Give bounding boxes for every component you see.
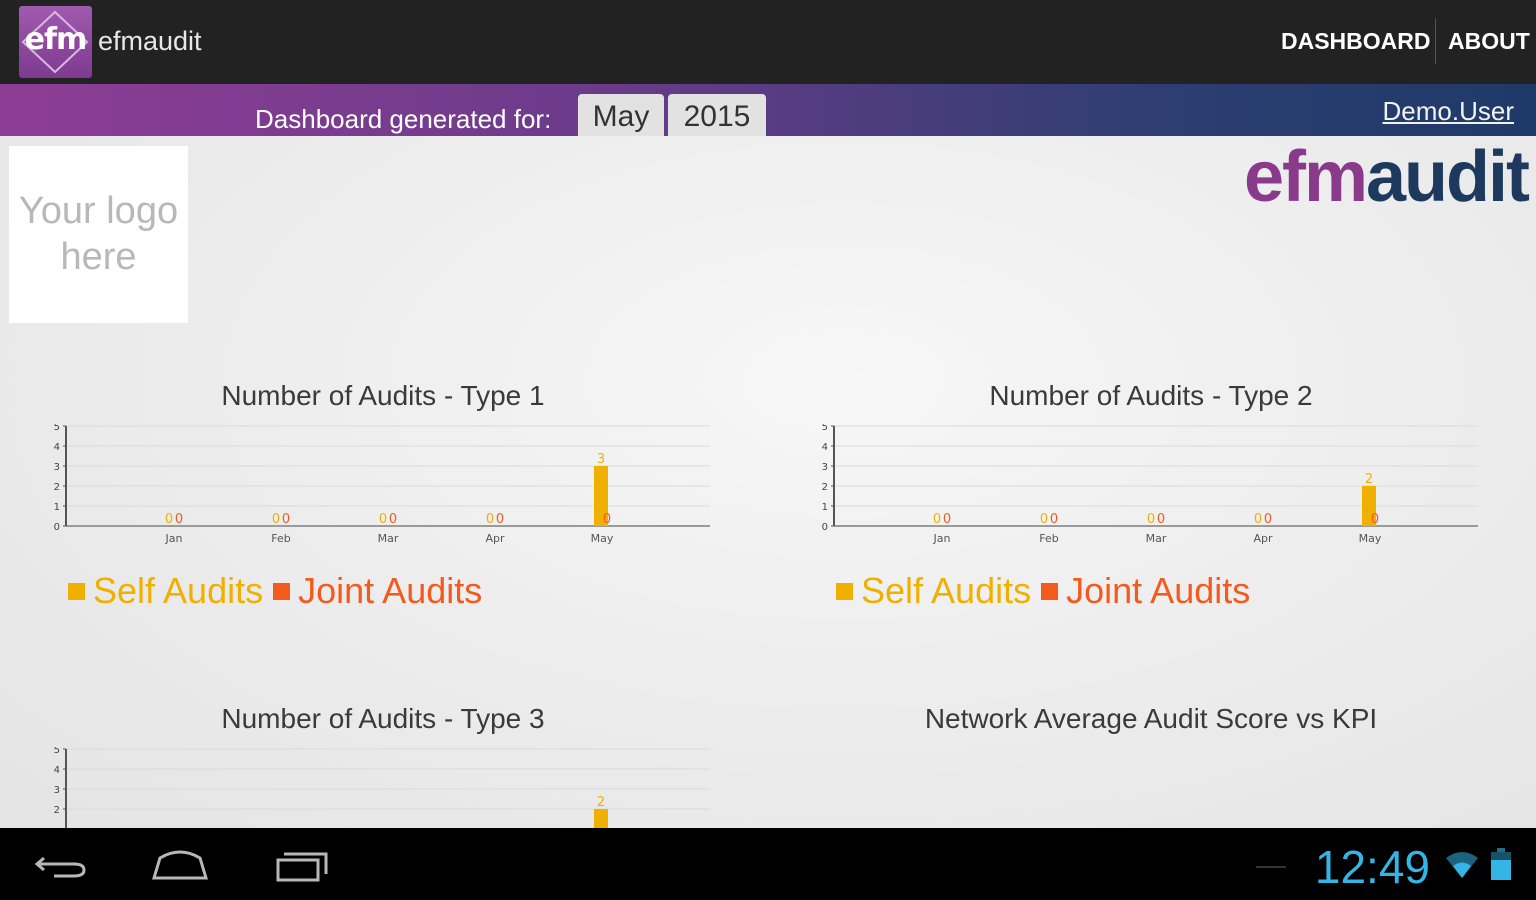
user-link[interactable]: Demo.User [1382, 96, 1514, 126]
action-bar: efm efmaudit DASHBOARD ABOUT [0, 0, 1536, 84]
dashboard-generated-bar: Dashboard generated for: May 2015 Demo.U… [0, 84, 1536, 136]
notification-indicator [1256, 866, 1286, 868]
data-label: 2 [597, 795, 605, 810]
generated-for-label: Dashboard generated for: [255, 104, 552, 134]
x-tick-label: Feb [1039, 532, 1058, 545]
data-label: 0 [1040, 512, 1048, 527]
data-label: 0 [486, 512, 494, 527]
about-nav-button[interactable]: ABOUT [1448, 28, 1530, 54]
app-logo-diamond [21, 10, 89, 74]
data-label: 0 [175, 512, 183, 527]
y-tick-label: 0 [822, 522, 828, 533]
x-tick-label: May [1359, 532, 1382, 545]
chart-title-kpi: Network Average Audit Score vs KPI [924, 703, 1378, 734]
brand-logo-audit: audit [1366, 137, 1530, 217]
recents-icon[interactable] [274, 848, 332, 884]
data-label: 0 [1147, 512, 1155, 527]
data-label: 0 [272, 512, 280, 527]
y-tick-label: 1 [54, 502, 60, 513]
data-label: 0 [1157, 512, 1165, 527]
y-tick-label: 3 [54, 462, 60, 473]
bar [1362, 486, 1376, 526]
data-label: 2 [1365, 472, 1373, 487]
legend-swatch-self [68, 582, 85, 600]
x-tick-label: Apr [1253, 532, 1273, 545]
app-icon-label: efm [24, 22, 88, 57]
dashboard-nav-button[interactable]: DASHBOARD [1281, 28, 1431, 54]
y-tick-label: 0 [54, 522, 60, 533]
legend-label-self: Self Audits [861, 570, 1032, 611]
y-tick-label: 3 [822, 462, 828, 473]
brand-logo: efmaudit [1243, 136, 1530, 218]
nav-divider [1435, 18, 1436, 64]
data-label: 0 [603, 512, 611, 527]
data-label: 0 [282, 512, 290, 527]
status-clock: 12:49 [1314, 841, 1430, 893]
y-tick-label: 2 [54, 805, 60, 816]
wifi-icon [1446, 852, 1478, 878]
year-select[interactable]: 2015 [668, 94, 766, 136]
y-tick-label: 5 [822, 424, 828, 433]
back-icon[interactable] [34, 850, 90, 882]
data-label: 0 [943, 512, 951, 527]
data-label: 0 [165, 512, 173, 527]
legend-swatch-joint [1041, 582, 1059, 600]
logo-placeholder-line1: Your logo [18, 190, 179, 232]
y-tick-label: 5 [54, 424, 60, 433]
data-label: 0 [1371, 512, 1379, 527]
y-tick-label: 4 [822, 442, 828, 453]
chart-title-type3: Number of Audits - Type 3 [221, 703, 545, 734]
data-label: 0 [379, 512, 387, 527]
x-tick-label: Mar [1146, 532, 1167, 545]
x-tick-label: May [591, 532, 614, 545]
legend-swatch-self [836, 582, 853, 600]
home-icon[interactable] [150, 848, 210, 884]
legend-type2: Self Audits Joint Audits [836, 570, 1250, 612]
x-tick-label: Jan [933, 532, 951, 545]
x-tick-label: Apr [485, 532, 505, 545]
y-tick-label: 2 [54, 482, 60, 493]
brand-logo-efm: efm [1243, 137, 1368, 217]
app-logo-icon[interactable]: efm [19, 6, 92, 78]
data-label: 3 [597, 452, 605, 467]
y-tick-label: 2 [822, 482, 828, 493]
dashboard-content[interactable]: Dashboard generated for: May 2015 Demo.U… [0, 84, 1536, 828]
data-label: 0 [496, 512, 504, 527]
legend-swatch-joint [273, 582, 291, 600]
legend-type1: Self Audits Joint Audits [68, 570, 482, 612]
month-select[interactable]: May [578, 94, 664, 136]
chart-title-type1: Number of Audits - Type 1 [221, 380, 545, 411]
y-tick-label: 4 [54, 442, 60, 453]
y-tick-label: 1 [822, 502, 828, 513]
data-label: 0 [389, 512, 397, 527]
app-title: efmaudit [98, 26, 202, 56]
logo-placeholder: Your logo here [9, 146, 188, 323]
legend-label-joint: Joint Audits [298, 570, 483, 611]
y-tick-label: 3 [54, 785, 60, 796]
logo-placeholder-line2: here [60, 236, 137, 278]
data-label: 0 [1264, 512, 1272, 527]
x-tick-label: Jan [165, 532, 183, 545]
legend-label-self: Self Audits [93, 570, 264, 611]
bar [594, 466, 608, 526]
y-tick-label: 5 [54, 747, 60, 756]
legend-label-joint: Joint Audits [1066, 570, 1251, 611]
data-label: 0 [1254, 512, 1262, 527]
bar [594, 809, 608, 828]
data-label: 0 [1050, 512, 1058, 527]
battery-icon [1491, 848, 1511, 880]
data-label: 0 [933, 512, 941, 527]
chart-title-type2: Number of Audits - Type 2 [989, 380, 1313, 411]
x-tick-label: Mar [378, 532, 399, 545]
system-nav-bar: 12:49 [0, 828, 1536, 900]
y-tick-label: 4 [54, 765, 60, 776]
x-tick-label: Feb [271, 532, 290, 545]
